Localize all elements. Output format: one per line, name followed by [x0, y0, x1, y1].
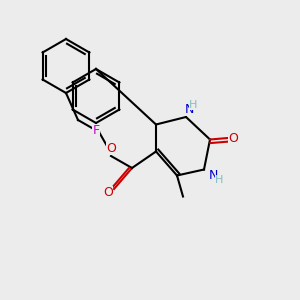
Text: H: H: [189, 100, 198, 110]
Text: N: N: [208, 169, 218, 182]
Text: O: O: [103, 185, 113, 199]
Text: N: N: [184, 103, 194, 116]
Text: O: O: [106, 142, 116, 155]
Text: O: O: [229, 131, 238, 145]
Text: F: F: [92, 124, 100, 137]
Text: H: H: [215, 175, 223, 185]
